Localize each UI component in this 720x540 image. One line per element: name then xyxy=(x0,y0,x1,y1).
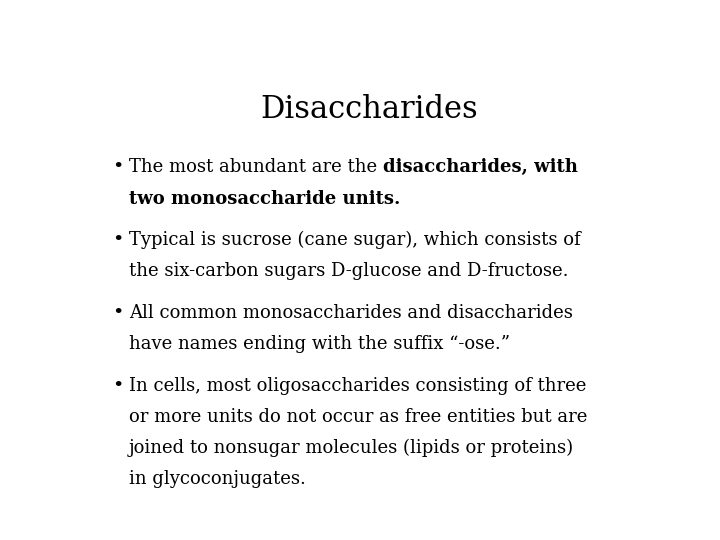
Text: •: • xyxy=(112,377,124,395)
Text: have names ending with the suffix “-ose.”: have names ending with the suffix “-ose.… xyxy=(129,335,510,353)
Text: •: • xyxy=(112,304,124,322)
Text: in glycoconjugates.: in glycoconjugates. xyxy=(129,470,306,488)
Text: The most abundant are the: The most abundant are the xyxy=(129,158,383,177)
Text: All common monosaccharides and disaccharides: All common monosaccharides and disacchar… xyxy=(129,304,573,322)
Text: •: • xyxy=(112,158,124,177)
Text: two monosaccharide units.: two monosaccharide units. xyxy=(129,190,400,207)
Text: Typical is sucrose (cane sugar), which consists of: Typical is sucrose (cane sugar), which c… xyxy=(129,231,581,249)
Text: Disaccharides: Disaccharides xyxy=(260,94,478,125)
Text: In cells, most oligosaccharides consisting of three: In cells, most oligosaccharides consisti… xyxy=(129,377,586,395)
Text: or more units do not occur as free entities but are: or more units do not occur as free entit… xyxy=(129,408,588,426)
Text: joined to nonsugar molecules (lipids or proteins): joined to nonsugar molecules (lipids or … xyxy=(129,439,574,457)
Text: the six-carbon sugars D-glucose and D-fructose.: the six-carbon sugars D-glucose and D-fr… xyxy=(129,262,569,280)
Text: •: • xyxy=(112,231,124,249)
Text: disaccharides, with: disaccharides, with xyxy=(383,158,578,177)
